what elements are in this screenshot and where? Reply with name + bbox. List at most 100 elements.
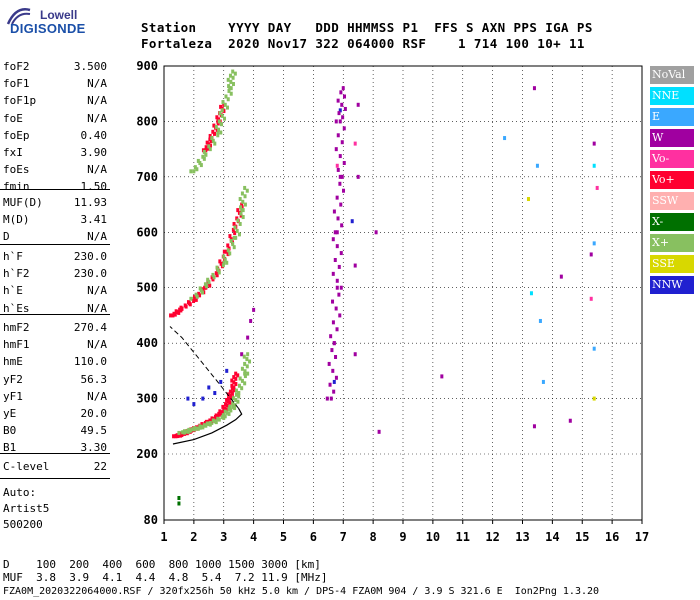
echo-point-w: [559, 274, 563, 279]
echo-trace-x-plus: [243, 369, 247, 374]
param-label: fmin: [3, 180, 30, 194]
echo-trace-x-plus: [187, 427, 191, 432]
param-row: B1 3.30: [3, 441, 107, 457]
echo-trace-x-plus-third-hop: [226, 77, 230, 82]
echo-point-w: [240, 352, 244, 357]
echo-trace-x-plus-second-hop: [194, 292, 198, 297]
echo-trace-vo-plus: [225, 403, 229, 408]
echo-trace-vo-plus-second-hop: [192, 299, 196, 304]
echo-point-nnw: [207, 385, 211, 390]
echo-trace-x-plus: [238, 376, 242, 381]
echo-trace-x-plus-second-hop: [241, 208, 245, 213]
echo-trace-x-plus-second-hop: [226, 248, 230, 253]
echo-trace-vo-plus: [214, 413, 218, 418]
echo-point-x: [243, 371, 247, 376]
param-value: 1.50: [80, 180, 108, 194]
echo-trace-x-plus-second-hop: [223, 257, 227, 262]
param-separator: [0, 453, 110, 454]
param-row: hmE 110.0: [3, 355, 107, 371]
echo-trace-w-spread: [331, 320, 335, 325]
echo-trace-x-plus-third-hop: [228, 73, 232, 78]
echo-trace-vo-plus-second-hop: [203, 285, 207, 290]
echo-trace-vo-plus-second-hop: [172, 311, 176, 316]
echo-trace-x-plus-second-hop: [237, 232, 241, 237]
param-row: foEs N/A: [3, 163, 107, 179]
echo-point-nne: [529, 291, 533, 296]
echo-point-sse: [526, 197, 530, 202]
profile-topside-extrapolation: [169, 326, 240, 409]
echo-trace-x-plus: [220, 415, 224, 420]
echo-point-x: [231, 69, 235, 74]
echo-trace-x-plus: [214, 420, 218, 425]
param-label: h`Es: [3, 301, 30, 315]
echo-trace-x-plus-second-hop: [231, 242, 235, 247]
echo-trace-vo-plus-second-hop: [186, 300, 190, 305]
echo-trace-w-spread: [325, 396, 329, 401]
echo-trace-vo-plus-second-hop: [228, 234, 232, 239]
electron-density-profile: [172, 408, 243, 445]
param-value: N/A: [87, 284, 107, 298]
echo-trace-x-plus-second-hop: [245, 188, 249, 193]
echo-trace-w-spread: [339, 251, 343, 256]
legend-entry: X-: [650, 213, 694, 231]
echo-trace-w-spread: [337, 264, 341, 269]
param-row: foE N/A: [3, 112, 107, 128]
x-tick-label: 1: [160, 530, 167, 544]
echo-trace-vo-plus: [220, 410, 224, 415]
echo-trace-x-plus: [199, 424, 203, 429]
echo-trace-w-spread: [339, 285, 343, 290]
echo-trace-x-plus: [240, 366, 244, 371]
echo-trace-vo-plus-third-hop: [204, 145, 208, 150]
echo-trace-w-spread: [327, 361, 331, 366]
echo-trace-vo-plus: [227, 396, 231, 401]
echo-trace-w-spread: [335, 195, 339, 200]
echo-point-e: [538, 318, 542, 323]
echo-trace-vo-plus-second-hop: [211, 277, 215, 282]
echo-point-nnw: [332, 379, 336, 384]
param-row: fmin 1.50: [3, 180, 107, 196]
echo-trace-x-plus-second-hop: [206, 277, 210, 282]
echo-trace-vo-plus: [225, 397, 229, 402]
logo-text-digisonde: DIGISONDE: [10, 21, 86, 36]
y-tick-label: 200: [136, 447, 158, 461]
echo-trace-x-plus-third-hop: [229, 79, 233, 84]
echo-trace-vo-plus-third-hop: [219, 104, 223, 109]
echo-trace-w-spread: [334, 355, 338, 359]
echo-trace-x-plus: [196, 426, 200, 431]
echo-trace-x-plus-second-hop: [235, 228, 239, 233]
echo-trace-vo-plus: [210, 416, 214, 421]
echo-trace-x-plus-third-hop: [202, 156, 206, 161]
echo-trace-vo-plus-second-hop: [197, 291, 201, 296]
echo-trace-x-plus-third-hop: [216, 133, 220, 138]
echo-trace-x-plus: [216, 416, 220, 421]
echo-point-w: [356, 174, 360, 179]
echo-trace-w-spread: [329, 334, 333, 339]
x-tick-label: 2: [190, 530, 197, 544]
echo-trace-vo-plus-second-hop: [174, 309, 178, 314]
echo-trace-vo-plus-second-hop: [214, 271, 218, 276]
echo-trace-x-plus-second-hop: [238, 221, 242, 226]
echo-point-nnw: [219, 379, 223, 384]
echo-trace-x-plus-third-hop: [220, 122, 224, 127]
x-tick-label: 11: [456, 530, 470, 544]
echo-trace-w-spread: [341, 115, 345, 120]
param-value: N/A: [87, 77, 107, 91]
param-row: B0 49.5: [3, 424, 107, 440]
echo-point-w: [440, 374, 444, 379]
x-tick-label: 4: [250, 530, 257, 544]
echo-trace-vo-plus: [236, 373, 240, 378]
param-label: foEs: [3, 163, 30, 177]
param-separator: [0, 314, 110, 315]
echo-trace-vo-plus-third-hop: [216, 121, 220, 126]
echo-trace-x-plus: [237, 394, 241, 399]
echo-point-nne: [592, 163, 596, 168]
echo-trace-vo-plus-third-hop: [208, 137, 212, 142]
y-tick-label: 700: [136, 170, 158, 184]
echo-point-w: [249, 318, 253, 323]
echo-point-sse: [592, 396, 596, 401]
echo-trace-vo-plus: [217, 411, 221, 416]
echo-trace-w-spread: [342, 161, 346, 165]
echo-trace-x-plus: [243, 374, 247, 379]
echo-point-x: [216, 130, 220, 135]
